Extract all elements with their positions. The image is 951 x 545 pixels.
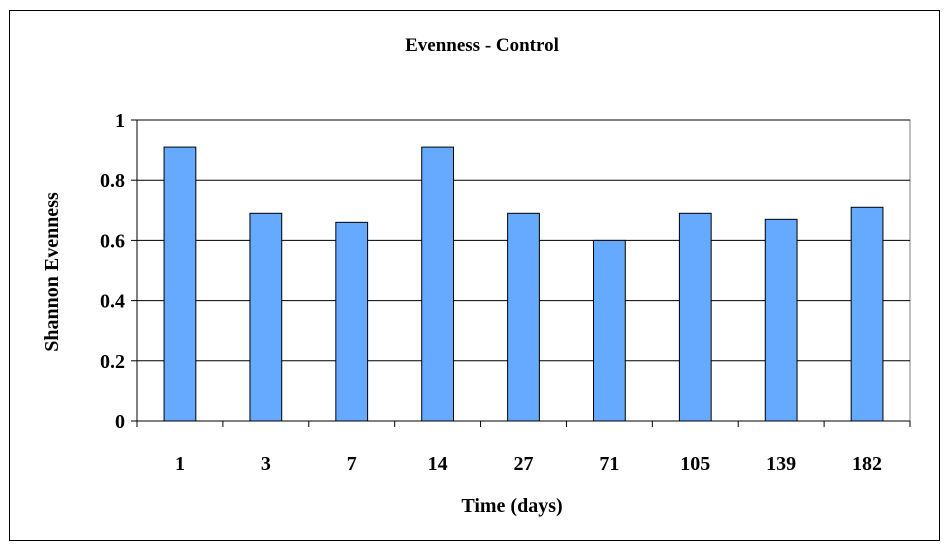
y-tick-label: 0.6 <box>100 230 125 252</box>
x-tick-label: 182 <box>852 453 882 475</box>
bar <box>421 146 455 422</box>
bar <box>850 206 884 422</box>
x-tick-label: 14 <box>428 453 448 475</box>
bar <box>249 212 283 422</box>
y-axis-label: Shannon Evenness <box>41 192 63 352</box>
bar <box>335 221 369 422</box>
x-tick-label: 7 <box>347 453 357 475</box>
x-tick-label: 27 <box>514 453 534 475</box>
y-tick-label: 0.4 <box>100 291 125 313</box>
x-tick-label: 139 <box>766 453 796 475</box>
y-tick-label: 1 <box>115 110 125 132</box>
bar <box>592 239 626 422</box>
bar <box>163 146 197 422</box>
x-tick-label: 1 <box>175 453 185 475</box>
x-tick-label: 105 <box>680 453 710 475</box>
y-tick-label: 0 <box>115 411 125 433</box>
y-tick-label: 0.8 <box>100 170 125 192</box>
bar <box>678 212 712 422</box>
bar <box>764 218 798 422</box>
x-tick-label: 3 <box>261 453 271 475</box>
chart-title: Evenness - Control <box>405 35 559 56</box>
x-tick-label: 71 <box>599 453 619 475</box>
x-axis-label: Time (days) <box>461 495 562 517</box>
bar <box>507 212 540 422</box>
y-tick-label: 0.2 <box>100 351 125 373</box>
